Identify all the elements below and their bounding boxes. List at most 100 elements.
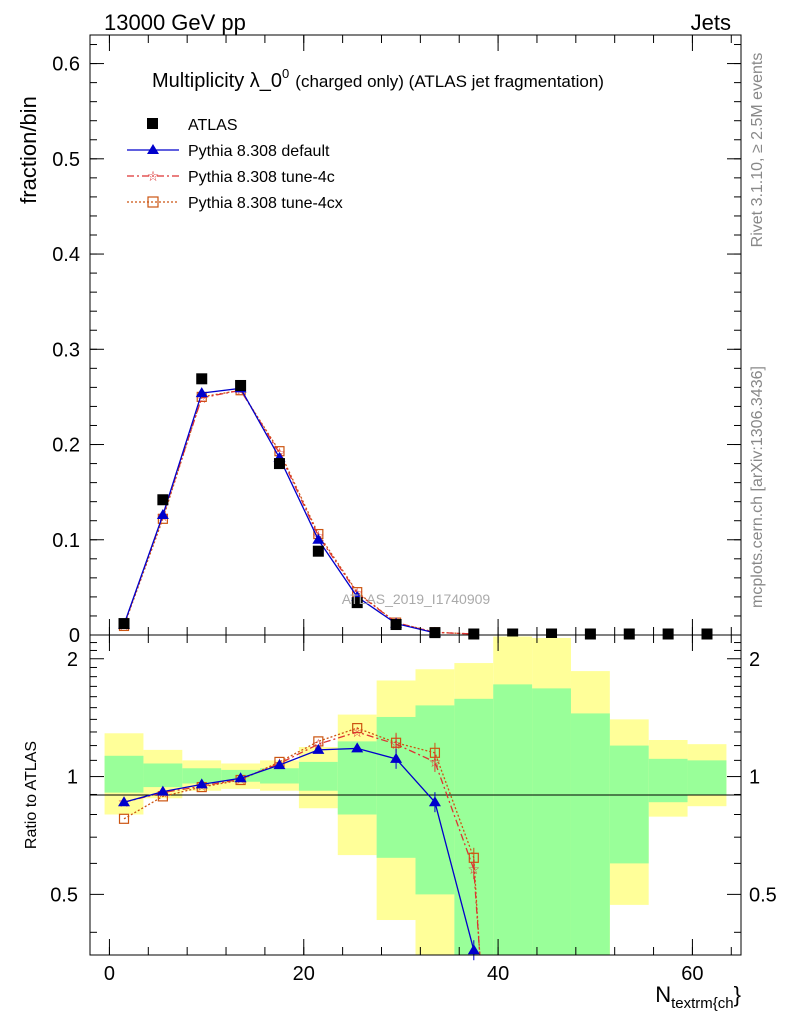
x-axis-label: Ntextrm{ch} [655,982,741,1012]
ratio-point-0-5 [312,743,325,754]
ratio-point-1-8: ☆ [429,754,442,770]
series-1-point-1 [156,509,169,519]
series-0-point-13 [623,628,635,640]
legend-label-default: Pythia 8.308 default [188,143,330,160]
ratio-y-tick-label-right-2: 2 [749,649,760,671]
series-0-point-10 [507,628,519,640]
x-axis-label-tail: } [734,982,741,1007]
series-0-point-2 [196,373,208,385]
rivet-version-label: Rivet 3.1.10, ≥ 2.5M events [749,53,766,248]
main-series-layer: ☆☆☆☆☆☆☆☆☆☆ [118,373,713,642]
legend-marker-default [147,144,159,154]
x-tick-label-2: 40 [487,963,509,985]
legend-marker-tune4c: ☆ [147,168,160,184]
green-band-2 [182,768,222,784]
ratio-frame [89,634,742,956]
ratio-point-0-2 [195,778,208,789]
series-line-3 [123,389,474,635]
ratio-point-0-7 [390,752,403,763]
green-band-6 [337,741,377,815]
legend-label-atlas: ATLAS [188,117,238,134]
y-tick-label-3: 0.3 [52,339,80,361]
green-band-4 [260,768,299,784]
legend-label-tune4c: Pythia 8.308 tune-4c [188,169,335,186]
chart-title: Multiplicity λ_00 (charged only) (ATLAS j… [152,66,604,92]
green-band-0 [104,755,144,793]
green-band-15 [687,760,727,795]
ratio-y-axis: 0.5 0.5 1 1 2 2 [50,642,777,933]
series-0-point-14 [662,628,674,640]
green-band-11 [532,688,571,955]
legend: ATLAS Pythia 8.308 default ☆ Pythia 8.30… [127,117,343,212]
y-tick-label-2: 0.2 [52,435,80,457]
main-y-axis: 0 0.1 0.2 0.3 0.4 0.5 0.6 [52,44,741,647]
ratio-y-tick-label-right-1: 1 [749,767,760,789]
x-tick-label-0: 0 [104,963,115,985]
green-band-1 [143,763,183,788]
x-tick-label-3: 60 [681,963,703,985]
series-0-point-5 [312,545,324,557]
green-band-9 [454,698,494,955]
ratio-y-tick-label-0: 0.5 [50,884,78,906]
chart-title-rest: (charged only) (ATLAS jet fragmentation) [295,72,604,91]
series-0-point-0 [118,618,130,630]
ratio-point-0-4 [273,759,286,770]
x-axis-label-main: N [655,982,671,1007]
ratio-point-0-6 [351,742,364,753]
ratio-point-2-0 [118,813,130,824]
ratio-point-0-9 [467,944,480,955]
series-1-point-5 [312,533,325,544]
ratio-point-1-6: ☆ [351,724,364,740]
x-axis: 0 20 40 60 [104,35,732,985]
y-axis-label: fraction/bin [16,96,41,204]
ratio-panel: ☆☆☆☆☆☆☆☆☆☆ 0.5 0.5 1 1 2 2 0 20 40 60 Ratio to A… [23,35,777,1012]
main-panel: 0 0.1 0.2 0.3 0.4 0.5 0.6 ☆☆☆☆☆☆☆☆☆☆ fraction/… [16,34,742,647]
series-0-point-4 [273,458,285,470]
ratio-uncertainty-bands [104,636,727,955]
ratio-y-axis-label: Ratio to ATLAS [23,741,40,849]
ratio-y-tick-label-1: 1 [67,767,78,789]
series-1-point-2 [195,387,208,398]
analysis-watermark: ATLAS_2019_I1740909 [342,591,491,607]
ratio-point-0-3 [234,772,247,783]
series-0-point-8 [429,627,441,639]
ratio-y-tick-label-right-0: 0.5 [749,884,777,906]
legend-label-tune4cx: Pythia 8.308 tune-4cx [188,195,343,212]
y-tick-label-5: 0.5 [52,149,80,171]
header-energy: 13000 GeV pp [104,10,246,35]
series-0-point-1 [157,494,169,506]
series-0-point-12 [584,628,596,640]
green-band-13 [609,745,649,864]
series-0-point-6 [351,597,363,609]
ratio-line-1 [123,731,481,956]
y-tick-label-4: 0.4 [52,244,80,266]
ratio-series-layer: ☆☆☆☆☆☆☆☆☆☆ [118,722,481,961]
ratio-point-0-8 [428,796,441,807]
x-tick-label-1: 20 [293,963,315,985]
green-band-12 [570,713,610,955]
series-0-point-15 [701,628,713,640]
legend-marker-atlas [147,118,158,129]
green-band-5 [298,761,338,791]
series-0-point-11 [546,628,558,640]
ratio-point-0-1 [156,785,169,796]
y-tick-label-1: 0.1 [52,530,80,552]
header-category: Jets [691,10,731,35]
y-tick-label-6: 0.6 [52,54,80,76]
chart-title-main: Multiplicity λ_0 [152,70,282,92]
series-0-point-9 [468,628,480,640]
ratio-y-tick-label-2: 2 [67,649,78,671]
x-axis-label-sub: textrm{ch [671,995,734,1012]
ratio-point-1-9: ☆ [468,861,481,877]
mcplots-label: mcplots.cern.ch [arXiv:1306.3436] [749,366,766,608]
green-band-14 [648,758,688,803]
series-0-point-3 [235,379,247,391]
green-band-10 [493,684,533,955]
ratio-point-0-0 [118,796,131,807]
ratio-point-1-7: ☆ [390,736,403,752]
y-tick-label-0: 0 [69,625,80,647]
legend-marker-tune4cx [147,196,159,208]
chart-title-sup: 0 [282,66,289,81]
series-0-point-7 [390,619,402,631]
